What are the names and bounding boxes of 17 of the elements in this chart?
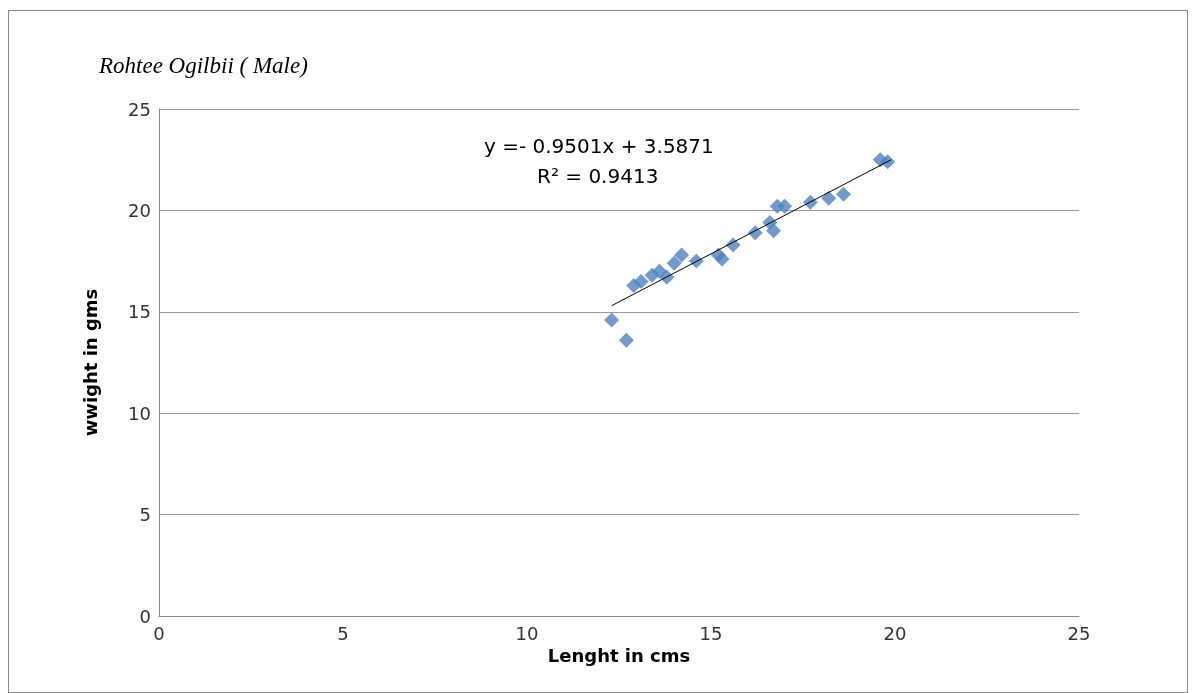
chart-title: Rohtee Ogilbii ( Male)	[98, 53, 308, 78]
x-tick-label: 5	[337, 622, 349, 644]
x-axis-title: Lenght in cms	[547, 645, 691, 667]
x-tick-label: 20	[883, 622, 907, 644]
y-tick-label: 5	[139, 504, 151, 526]
y-axis-title: wwight in gms	[79, 288, 101, 437]
annotation: y =- 0.9501x + 3.5871	[484, 134, 714, 158]
x-tick-label: 10	[515, 622, 539, 644]
y-tick-label: 20	[128, 199, 151, 221]
annotation: R² = 0.9413	[537, 164, 659, 188]
y-tick-label: 15	[128, 301, 151, 323]
x-tick-label: 25	[1067, 622, 1091, 644]
x-tick-label: 15	[699, 622, 723, 644]
y-tick-label: 25	[128, 98, 151, 120]
y-tick-label: 10	[128, 402, 151, 424]
x-tick-label: 0	[153, 622, 165, 644]
y-tick-label: 0	[139, 605, 151, 627]
